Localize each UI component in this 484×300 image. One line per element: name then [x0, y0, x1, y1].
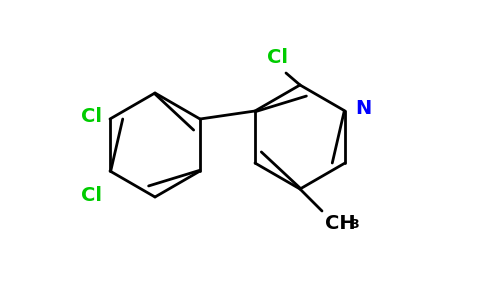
- Text: N: N: [355, 98, 371, 118]
- Text: CH: CH: [325, 214, 356, 233]
- Text: Cl: Cl: [268, 48, 288, 67]
- Text: Cl: Cl: [81, 186, 102, 205]
- Text: Cl: Cl: [81, 107, 102, 127]
- Text: 3: 3: [350, 218, 359, 231]
